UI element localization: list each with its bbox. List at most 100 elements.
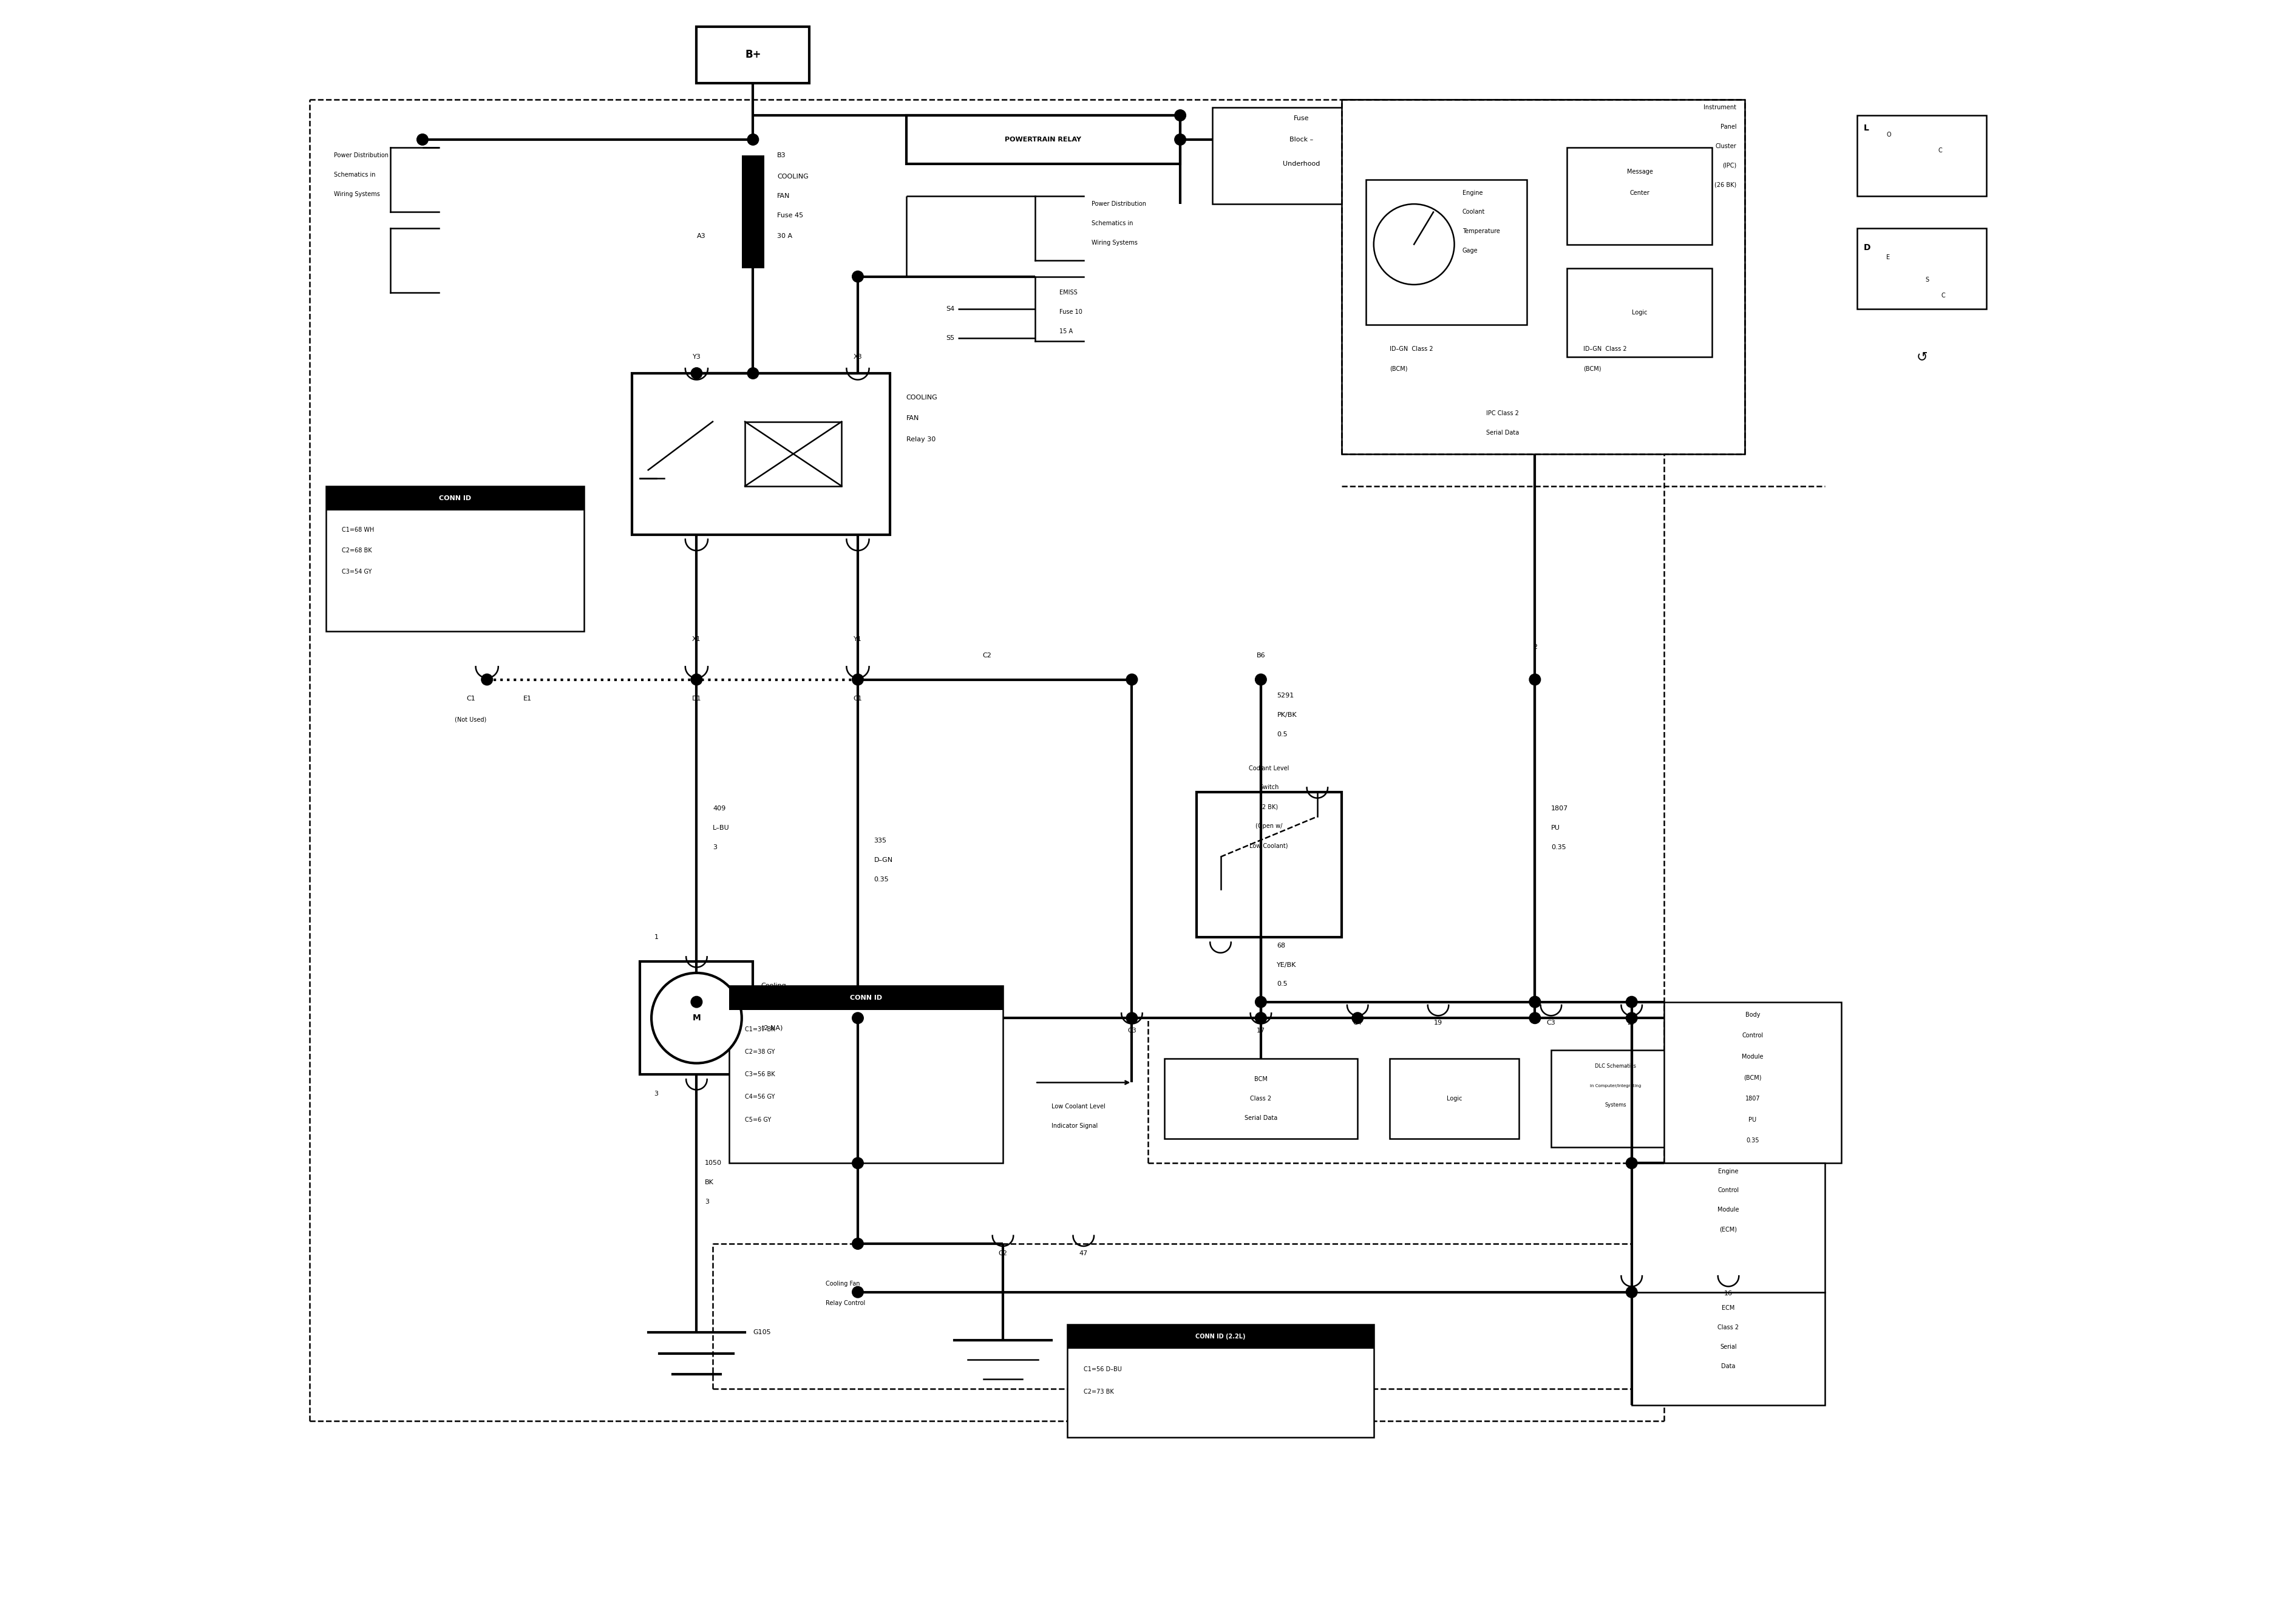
Circle shape xyxy=(852,1239,863,1250)
Text: Fuse 45: Fuse 45 xyxy=(776,212,804,218)
Text: Low Coolant): Low Coolant) xyxy=(1249,842,1288,849)
Text: E: E xyxy=(1887,254,1890,260)
Circle shape xyxy=(691,996,703,1007)
Circle shape xyxy=(418,134,427,146)
Text: 27: 27 xyxy=(1628,1020,1637,1025)
Text: E1: E1 xyxy=(523,695,533,702)
Text: G105: G105 xyxy=(753,1329,771,1336)
Text: Fuse 10: Fuse 10 xyxy=(1058,309,1081,315)
Text: FAN: FAN xyxy=(776,192,790,199)
Text: C1=68 WH: C1=68 WH xyxy=(342,527,374,532)
Bar xyxy=(1568,147,1713,244)
Bar xyxy=(1341,99,1745,454)
Text: C3=56 BK: C3=56 BK xyxy=(744,1072,776,1077)
Text: CONN ID (2.2L): CONN ID (2.2L) xyxy=(1196,1334,1247,1339)
Text: Gage: Gage xyxy=(1463,247,1479,254)
Text: C2: C2 xyxy=(983,652,992,658)
Circle shape xyxy=(852,1012,863,1024)
Text: Control: Control xyxy=(1717,1187,1738,1193)
Text: 335: 335 xyxy=(875,838,886,844)
Text: Class 2: Class 2 xyxy=(1717,1324,1738,1331)
Text: 5291: 5291 xyxy=(1277,692,1295,699)
Text: 16: 16 xyxy=(1724,1290,1733,1297)
Circle shape xyxy=(1127,674,1137,686)
Circle shape xyxy=(1626,996,1637,1007)
Text: 3: 3 xyxy=(712,844,716,851)
Circle shape xyxy=(1626,1287,1637,1298)
Text: C1=56 D–BU: C1=56 D–BU xyxy=(1084,1366,1123,1373)
Text: COOLING: COOLING xyxy=(907,395,937,401)
Bar xyxy=(1196,792,1341,938)
Text: 0.35: 0.35 xyxy=(1552,844,1566,851)
Text: Systems: Systems xyxy=(1605,1103,1626,1108)
Text: C1: C1 xyxy=(466,695,475,702)
Text: 3: 3 xyxy=(705,1198,709,1205)
Text: Block –: Block – xyxy=(1290,136,1313,142)
Bar xyxy=(1389,1059,1520,1138)
Text: 30 A: 30 A xyxy=(776,233,792,239)
Bar xyxy=(742,155,765,212)
Bar xyxy=(744,422,843,487)
Bar xyxy=(1366,179,1527,325)
Circle shape xyxy=(748,367,758,378)
Text: (BCM): (BCM) xyxy=(1743,1075,1761,1080)
Text: C1=37 BK: C1=37 BK xyxy=(744,1027,776,1032)
Bar xyxy=(631,374,891,535)
Circle shape xyxy=(1373,204,1453,285)
Bar xyxy=(1857,228,1986,309)
Text: D1: D1 xyxy=(691,695,700,702)
Text: Cooling: Cooling xyxy=(760,983,788,990)
Text: in Computer/Integrating: in Computer/Integrating xyxy=(1589,1083,1642,1088)
Text: D–GN: D–GN xyxy=(875,857,893,863)
Bar xyxy=(1164,1059,1357,1138)
Text: B+: B+ xyxy=(744,50,760,60)
Bar xyxy=(326,487,583,511)
Text: Cooling Fan: Cooling Fan xyxy=(827,1281,861,1287)
Text: A3: A3 xyxy=(696,233,705,239)
Text: Fuse: Fuse xyxy=(1293,115,1309,121)
Text: (BCM): (BCM) xyxy=(1389,365,1407,372)
Text: 68: 68 xyxy=(1277,943,1286,949)
Text: (BCM): (BCM) xyxy=(1584,365,1600,372)
Text: PK/BK: PK/BK xyxy=(1277,711,1297,718)
Text: ID–GN  Class 2: ID–GN Class 2 xyxy=(1389,346,1433,353)
Text: 1050: 1050 xyxy=(705,1159,721,1166)
Text: L: L xyxy=(1864,125,1869,133)
Text: Schematics in: Schematics in xyxy=(1091,220,1134,226)
Text: L–BU: L–BU xyxy=(712,825,730,831)
Text: C4: C4 xyxy=(1352,1020,1362,1025)
Text: Wiring Systems: Wiring Systems xyxy=(333,191,379,197)
Bar xyxy=(1068,1324,1373,1438)
Circle shape xyxy=(1529,996,1541,1007)
Circle shape xyxy=(1626,1158,1637,1169)
Circle shape xyxy=(1529,996,1541,1007)
Text: BK: BK xyxy=(705,1179,714,1185)
Circle shape xyxy=(652,973,742,1064)
Circle shape xyxy=(852,1287,863,1298)
Text: C: C xyxy=(1938,147,1942,154)
Text: (IPC): (IPC) xyxy=(1722,162,1736,168)
Circle shape xyxy=(1176,134,1187,146)
Text: (2 NA): (2 NA) xyxy=(760,1025,783,1030)
Text: B6: B6 xyxy=(1256,652,1265,658)
Text: C: C xyxy=(1940,293,1945,299)
Bar xyxy=(1068,1324,1373,1349)
Text: PU: PU xyxy=(1552,825,1559,831)
Circle shape xyxy=(852,1158,863,1169)
Text: Serial: Serial xyxy=(1720,1344,1736,1350)
Text: Switch: Switch xyxy=(1258,784,1279,791)
Text: Class 2: Class 2 xyxy=(1251,1096,1272,1101)
Text: 15 A: 15 A xyxy=(1058,328,1072,335)
Text: Message: Message xyxy=(1626,168,1653,175)
Text: B: B xyxy=(1258,765,1263,771)
Text: 409: 409 xyxy=(712,805,726,812)
Text: (Not Used): (Not Used) xyxy=(455,716,487,723)
Text: 1: 1 xyxy=(654,935,659,941)
Text: Engine: Engine xyxy=(1717,1167,1738,1174)
Text: Coolant Level: Coolant Level xyxy=(1249,765,1288,771)
Text: Instrument: Instrument xyxy=(1704,103,1736,110)
Text: Body: Body xyxy=(1745,1012,1761,1017)
Circle shape xyxy=(691,367,703,378)
Bar xyxy=(1632,1292,1825,1405)
Text: (26 BK): (26 BK) xyxy=(1715,181,1736,188)
